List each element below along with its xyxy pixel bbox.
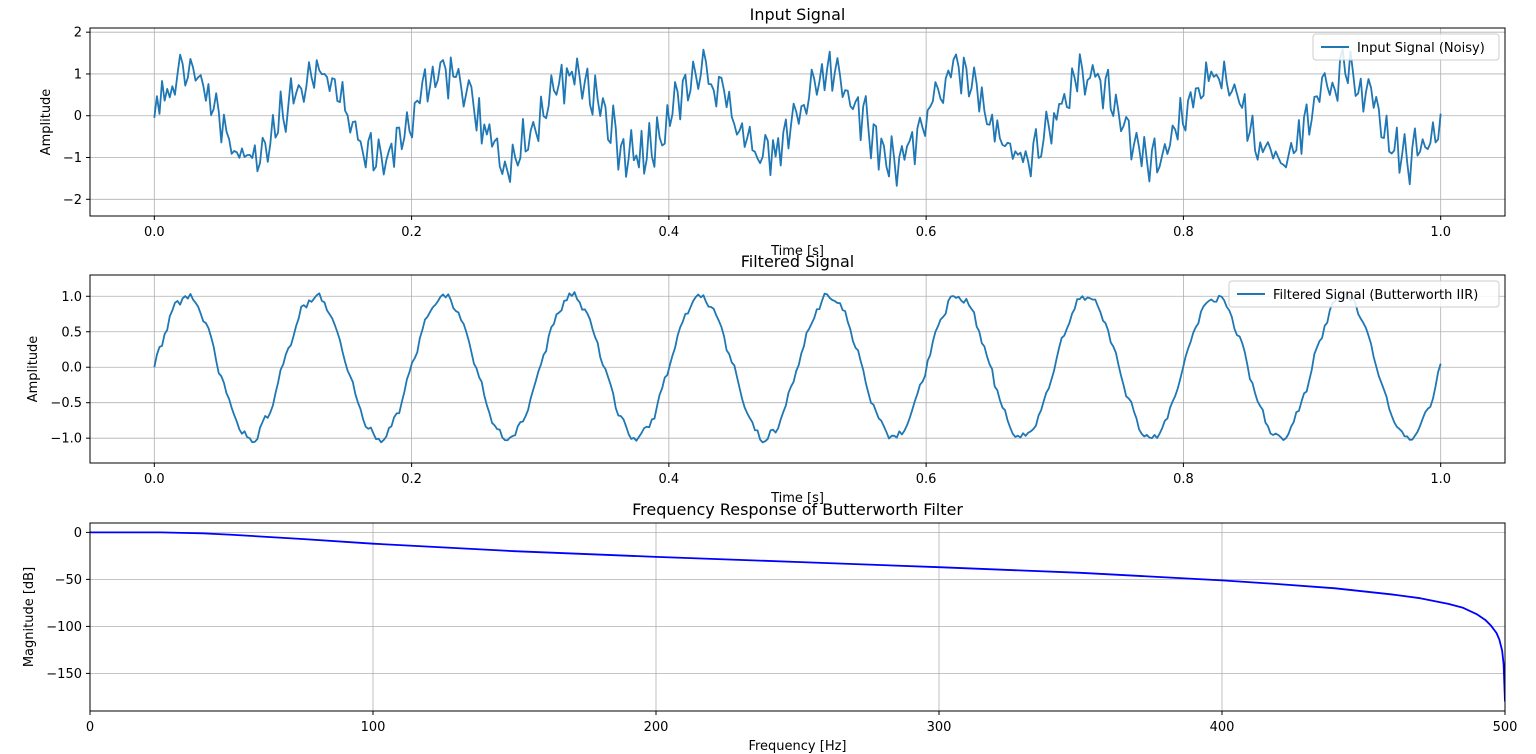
input-signal-y-tick-label-4: −2 <box>63 193 82 208</box>
filtered-signal-x-tick-label-5: 1.0 <box>1430 472 1451 487</box>
filtered-signal-y-tick-label-2: 0.0 <box>61 361 82 376</box>
input-signal-x-axis-label: Time [s] <box>770 244 824 259</box>
frequency-response-y-ticks: 0 −50 −100 −150 <box>46 526 90 682</box>
input-signal-panel: 0.0 0.2 0.4 0.6 0.8 1.0 2 1 0 −1 −2 Input Signal … <box>39 5 1506 259</box>
filtered-signal-y-tick-label-3: −0.5 <box>50 396 82 411</box>
frequency-response-title: Frequency Response of Butterworth Filter <box>632 500 963 519</box>
filtered-signal-y-axis-label: Amplitude <box>26 336 41 403</box>
filtered-signal-axes-frame <box>89 274 1506 464</box>
filtered-signal-y-tick-label-0: 1.0 <box>61 290 82 305</box>
frequency-response-grid <box>89 523 1506 711</box>
frequency-response-y-tick-label-0: 0 <box>74 526 82 541</box>
input-signal-y-tick-label-0: 2 <box>74 26 82 41</box>
filtered-signal-x-tick-label-2: 0.4 <box>659 472 680 487</box>
filtered-signal-panel: 0.0 0.2 0.4 0.6 0.8 1.0 1.0 0.5 0.0 −0.5 −1.0 Fil… <box>26 252 1506 506</box>
frequency-response-y-tick-label-3: −150 <box>46 667 82 682</box>
input-signal-x-tick-label-0: 0.0 <box>144 225 165 240</box>
input-signal-legend-box <box>1312 33 1500 61</box>
input-signal-y-tick-label-1: 1 <box>74 67 82 82</box>
frequency-response-y-tick-label-1: −50 <box>55 573 82 588</box>
input-signal-x-ticks: 0.0 0.2 0.4 0.6 0.8 1.0 <box>144 216 1451 240</box>
frequency-response-series <box>90 531 1505 702</box>
filtered-signal-legend-label: Filtered Signal (Butterworth IIR) <box>1273 288 1478 303</box>
input-signal-x-tick-label-5: 1.0 <box>1430 225 1451 240</box>
filtered-signal-y-tick-label-1: 0.5 <box>61 325 82 340</box>
filtered-signal-series <box>153 291 1442 444</box>
frequency-response-x-ticks: 0 100 200 300 400 500 <box>86 711 1518 735</box>
frequency-response-x-tick-label-2: 200 <box>644 720 669 735</box>
input-signal-y-ticks: 2 1 0 −1 −2 <box>63 26 90 208</box>
input-signal-title: Input Signal <box>750 5 846 24</box>
input-signal-series <box>153 48 1442 187</box>
input-signal-x-tick-label-3: 0.6 <box>916 225 937 240</box>
filtered-signal-x-tick-label-1: 0.2 <box>401 472 422 487</box>
filtered-signal-y-tick-label-4: −1.0 <box>50 432 82 447</box>
input-signal-axes-frame <box>89 27 1506 217</box>
input-signal-y-axis-label: Amplitude <box>39 89 54 156</box>
filtered-signal-legend: Filtered Signal (Butterworth IIR) <box>1228 280 1500 308</box>
filtered-signal-x-tick-label-0: 0.0 <box>144 472 165 487</box>
frequency-response-x-tick-label-1: 100 <box>361 720 386 735</box>
frequency-response-x-tick-label-0: 0 <box>86 720 94 735</box>
frequency-response-axes-frame <box>89 522 1506 712</box>
filtered-signal-x-tick-label-4: 0.8 <box>1173 472 1194 487</box>
input-signal-series-line-0 <box>153 48 1442 187</box>
frequency-response-x-tick-label-5: 500 <box>1493 720 1518 735</box>
input-signal-x-tick-label-1: 0.2 <box>401 225 422 240</box>
filtered-signal-series-line-0 <box>153 291 1442 444</box>
frequency-response-x-axis-label: Frequency [Hz] <box>748 739 846 754</box>
filtered-signal-legend-box <box>1228 280 1500 308</box>
input-signal-x-tick-label-4: 0.8 <box>1173 225 1194 240</box>
filtered-signal-title: Filtered Signal <box>741 252 855 271</box>
frequency-response-series-line-0 <box>90 531 1505 702</box>
input-signal-y-tick-label-3: −1 <box>63 151 82 166</box>
filtered-signal-x-ticks: 0.0 0.2 0.4 0.6 0.8 1.0 <box>144 463 1451 487</box>
input-signal-y-tick-label-2: 0 <box>74 109 82 124</box>
input-signal-legend: Input Signal (Noisy) <box>1312 33 1500 61</box>
frequency-response-y-axis-label: Magnitude [dB] <box>22 567 37 667</box>
frequency-response-y-tick-label-2: −100 <box>46 620 82 635</box>
input-signal-x-tick-label-2: 0.4 <box>659 225 680 240</box>
filtered-signal-x-axis-label: Time [s] <box>770 491 824 506</box>
frequency-response-x-tick-label-3: 300 <box>927 720 952 735</box>
filtered-signal-y-ticks: 1.0 0.5 0.0 −0.5 −1.0 <box>50 290 90 447</box>
frequency-response-panel: 0 100 200 300 400 500 0 −50 −100 −150 Frequency … <box>22 500 1517 754</box>
filtered-signal-x-tick-label-3: 0.6 <box>916 472 937 487</box>
frequency-response-x-tick-label-4: 400 <box>1210 720 1235 735</box>
input-signal-legend-label: Input Signal (Noisy) <box>1357 41 1485 56</box>
